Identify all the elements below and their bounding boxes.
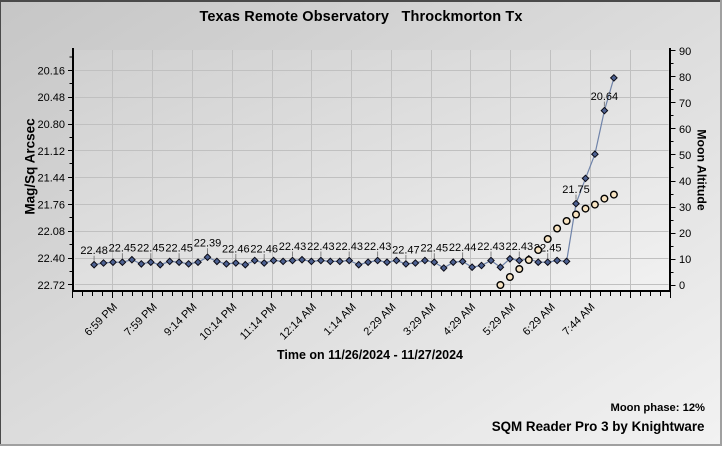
- svg-text:20.80: 20.80: [37, 119, 65, 131]
- svg-text:60: 60: [679, 124, 691, 136]
- svg-text:40: 40: [679, 176, 691, 188]
- svg-text:70: 70: [679, 98, 691, 110]
- svg-text:Moon Altitude: Moon Altitude: [694, 129, 708, 211]
- svg-text:22.43: 22.43: [364, 241, 392, 253]
- svg-text:22.44: 22.44: [449, 242, 477, 254]
- svg-text:22.45: 22.45: [137, 243, 165, 255]
- svg-text:22.08: 22.08: [37, 226, 65, 238]
- svg-text:22.48: 22.48: [80, 245, 108, 257]
- svg-text:22.43: 22.43: [506, 241, 534, 253]
- svg-text:50: 50: [679, 150, 691, 162]
- svg-text:0: 0: [679, 280, 685, 292]
- svg-text:Moon phase: 12%: Moon phase: 12%: [611, 402, 706, 414]
- svg-text:Mag/Sq Arcsec: Mag/Sq Arcsec: [23, 118, 38, 215]
- svg-text:20.48: 20.48: [37, 92, 65, 104]
- svg-text:10: 10: [679, 254, 691, 266]
- svg-text:Texas Remote Observatory Thr: Texas Remote Observatory Throckmorton Tx: [199, 9, 522, 25]
- svg-text:22.43: 22.43: [279, 241, 307, 253]
- svg-text:90: 90: [679, 46, 691, 58]
- svg-text:22.39: 22.39: [194, 238, 222, 250]
- svg-text:SQM Reader Pro 3 by Knightware: SQM Reader Pro 3 by Knightware: [492, 419, 705, 434]
- svg-text:22.45: 22.45: [421, 243, 449, 255]
- svg-text:22.43: 22.43: [307, 241, 335, 253]
- svg-text:21.12: 21.12: [37, 146, 65, 158]
- svg-text:Time on 11/26/2024 - 11/27/202: Time on 11/26/2024 - 11/27/2024: [277, 348, 463, 362]
- svg-text:22.45: 22.45: [165, 243, 193, 255]
- svg-text:20.16: 20.16: [37, 65, 65, 77]
- svg-text:22.47: 22.47: [392, 244, 420, 256]
- svg-text:22.46: 22.46: [250, 244, 278, 256]
- svg-text:22.46: 22.46: [222, 244, 250, 256]
- svg-text:20: 20: [679, 228, 691, 240]
- svg-text:22.72: 22.72: [37, 280, 65, 292]
- svg-text:80: 80: [679, 72, 691, 84]
- svg-text:22.43: 22.43: [477, 241, 505, 253]
- svg-text:22.45: 22.45: [109, 243, 137, 255]
- svg-text:30: 30: [679, 202, 691, 214]
- svg-text:22.40: 22.40: [37, 253, 65, 265]
- svg-text:21.75: 21.75: [562, 184, 590, 196]
- svg-text:21.76: 21.76: [37, 199, 65, 211]
- svg-text:20.64: 20.64: [591, 91, 619, 103]
- svg-text:22.43: 22.43: [335, 241, 363, 253]
- svg-text:21.44: 21.44: [37, 173, 65, 185]
